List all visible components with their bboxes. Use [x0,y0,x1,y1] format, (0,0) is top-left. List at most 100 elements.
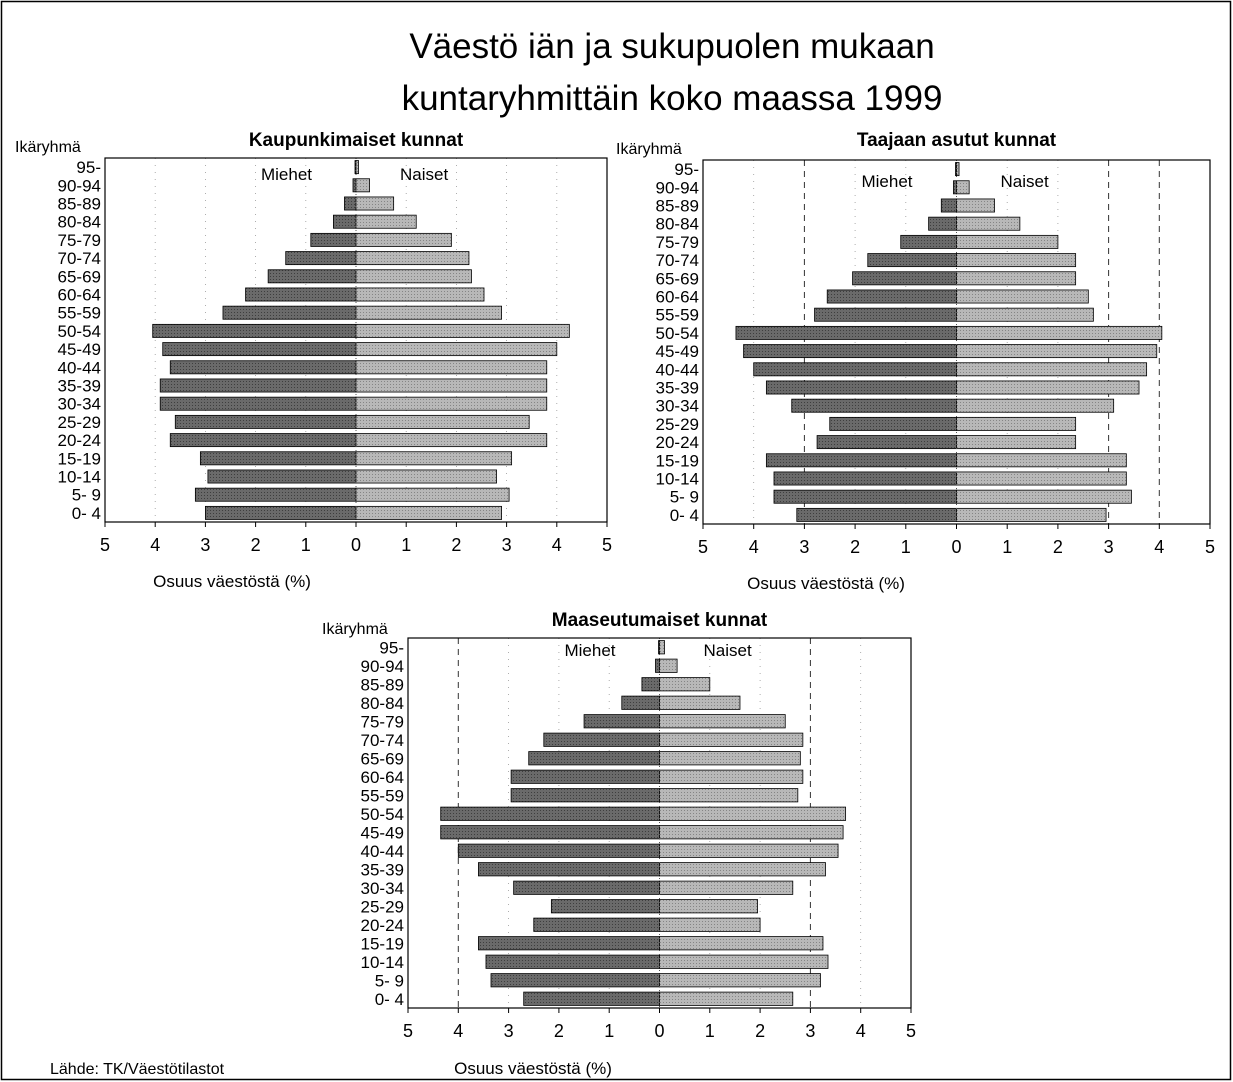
bar-female [659,862,826,877]
bar-female [355,196,395,211]
bar-female [956,453,1127,468]
x-tick-label: 1 [1002,537,1012,557]
bar-male [940,198,957,213]
bar-male [583,714,660,729]
category-label: 40-44 [656,360,699,379]
y-axis-label: Ikäryhmä [322,621,388,638]
figure-title-line1: Väestö iän ja sukupuolen mukaan [409,27,934,66]
x-axis-label: Osuus väestöstä (%) [153,572,311,591]
female-label: Naiset [704,641,752,660]
bar-female [956,471,1127,486]
bar-female [355,269,472,284]
category-label: 45-49 [361,823,404,842]
bar-male [159,396,357,411]
bar-male [765,380,957,395]
category-label: 10-14 [361,953,404,972]
plot-border [104,157,608,523]
bar-male [169,433,357,448]
bar-male [523,991,660,1006]
bar-male [826,289,957,304]
bar-female [659,843,839,858]
bar-female [659,899,758,914]
category-label: 45-49 [656,342,699,361]
category-label: 5- 9 [375,971,404,990]
bar-male [528,751,660,766]
category-label: 20-24 [656,433,699,452]
y-axis-label: Ikäryhmä [15,139,81,156]
category-label: 5- 9 [670,488,699,507]
x-tick-label: 5 [1205,537,1215,557]
male-label: Miehet [564,641,615,660]
category-label: 15-19 [58,449,101,468]
category-label: 55-59 [656,306,699,325]
chart-title: Kaupunkimaiset kunnat [249,130,464,151]
bar-female [659,991,794,1006]
category-label: 30-34 [656,397,699,416]
x-tick-label: 1 [901,537,911,557]
pyramid-maaseutu: Maaseutumaiset kunnat Ikäryhmä95-90-9485-… [322,610,916,1078]
bar-female [355,323,570,338]
bar-male [543,732,660,747]
category-label: 80-84 [58,213,101,232]
category-label: 20-24 [361,916,404,935]
x-tick-label: 1 [705,1021,715,1041]
bar-female [956,344,1158,359]
bar-female [956,507,1107,522]
x-tick-label: 3 [502,535,512,555]
bar-male [174,414,357,429]
bar-female [659,973,821,988]
bar-female [355,232,452,247]
category-label: 55-59 [361,786,404,805]
bar-male [641,677,660,692]
bar-female [659,695,741,710]
x-tick-label: 2 [451,535,461,555]
bar-female [355,305,502,320]
bar-female [659,714,786,729]
bar-female [355,160,359,175]
bar-male [490,973,660,988]
bar-female [355,251,470,266]
bar-male [814,307,957,322]
bar-female [355,178,370,193]
category-label: 20-24 [58,431,101,450]
category-label: 65-69 [656,269,699,288]
category-label: 65-69 [58,267,101,286]
plot-border [702,159,1211,525]
category-label: 25-29 [656,415,699,434]
female-label: Naiset [1001,172,1049,191]
bar-female [355,342,558,357]
x-axis-label: Osuus väestöstä (%) [747,574,905,593]
category-label: 85-89 [361,675,404,694]
x-tick-label: 0 [654,1021,664,1041]
x-tick-label: 3 [799,537,809,557]
bar-male [478,936,660,951]
category-label: 25-29 [58,413,101,432]
bar-female [956,398,1115,413]
x-tick-label: 1 [301,535,311,555]
category-label: 80-84 [656,215,699,234]
category-label: 35-39 [361,860,404,879]
bar-male [285,251,357,266]
x-tick-label: 5 [698,537,708,557]
category-label: 0- 4 [375,990,404,1009]
category-label: 95- [76,158,101,177]
bar-female [659,825,844,840]
bar-male [510,788,660,803]
bar-female [956,435,1077,450]
bar-male [207,469,357,484]
bar-female [659,880,794,895]
bar-male [478,862,660,877]
bar-male [440,806,660,821]
category-label: 80-84 [361,694,404,713]
bar-female [355,469,497,484]
category-label: 30-34 [58,395,101,414]
bar-female [659,658,678,673]
female-label: Naiset [400,165,448,184]
category-label: 50-54 [58,322,101,341]
bar-female [956,362,1148,377]
category-label: 10-14 [656,470,699,489]
y-axis-label: Ikäryhmä [616,141,682,158]
bar-female [355,505,502,520]
